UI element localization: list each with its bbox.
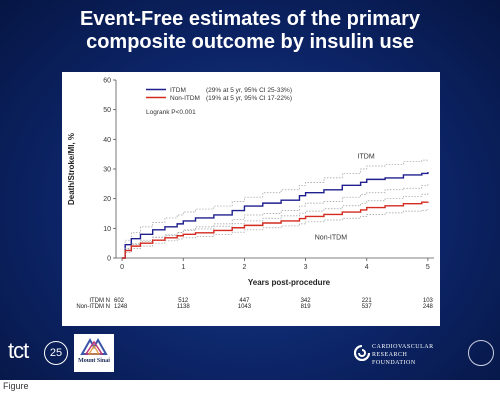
itdm-series-line	[122, 171, 429, 259]
risk-cell: 1043	[238, 304, 252, 310]
risk-cell: 602	[114, 298, 125, 304]
logrank-annotation: Logrank P<0.001	[146, 109, 196, 116]
x-tick-label: 5	[426, 264, 430, 271]
slide-title: Event-Free estimates of the primary comp…	[0, 8, 500, 54]
risk-cell: 221	[362, 298, 373, 304]
mount-sinai-label: Mount Sinai	[78, 358, 110, 364]
y-tick-label: 40	[103, 137, 111, 144]
y-tick-label: 30	[103, 167, 111, 174]
legend-label: Non-ITDM	[170, 95, 200, 102]
legend-detail: (19% at 5 yr, 95% CI 17-22%)	[206, 95, 292, 102]
non-itdm-curve-label: Non-ITDM	[315, 235, 347, 242]
crf-line-1: CARDIOVASCULAR	[372, 344, 434, 350]
non-itdm-ci-lower	[122, 209, 429, 259]
slide-title-line-2: composite outcome by insulin use	[86, 31, 414, 53]
x-tick-label: 4	[365, 264, 369, 271]
itdm-ci-lower	[122, 183, 429, 259]
y-tick-label: 20	[103, 196, 111, 203]
y-tick-label: 0	[107, 256, 111, 263]
x-tick-label: 3	[304, 264, 308, 271]
x-tick-label: 0	[120, 264, 124, 271]
legend-detail: (29% at 5 yr, 95% CI 25-33%)	[206, 87, 292, 94]
crf-line-2: RESEARCH	[372, 352, 408, 358]
figure-caption: Figure	[3, 381, 29, 391]
mount-sinai-mark-icon	[80, 337, 108, 355]
chart-panel: 0 10 20 30 40 50 60 0 1 2 3 4 5 Years post-procedure D…	[62, 72, 440, 326]
non-itdm-series-line	[122, 201, 429, 259]
risk-row-label: ITDM N	[89, 298, 110, 304]
legend-label: ITDM	[170, 87, 186, 94]
risk-cell: 103	[423, 298, 434, 304]
risk-cell: 447	[239, 298, 250, 304]
x-tick-label: 1	[181, 264, 185, 271]
y-tick-label: 50	[103, 107, 111, 114]
crf-line-3: FOUNDATION	[372, 360, 416, 366]
tct-logo-text: tct	[8, 338, 29, 363]
km-chart: 0 10 20 30 40 50 60 0 1 2 3 4 5 Years post-procedure D…	[67, 78, 434, 310]
y-tick-label: 10	[103, 226, 111, 233]
y-tick-label: 60	[103, 78, 111, 85]
x-tick-label: 2	[242, 264, 246, 271]
mount-sinai-logo: Mount Sinai	[74, 334, 114, 372]
risk-cell: 819	[301, 304, 312, 310]
crf-logo-text: CARDIOVASCULAR RESEARCH FOUNDATION	[372, 343, 462, 367]
itdm-ci-upper	[122, 159, 428, 259]
risk-row-label: Non-ITDM N	[76, 304, 110, 310]
itdm-curve-label: ITDM	[358, 154, 375, 161]
y-axis-label: Death/Stroke/MI, %	[67, 133, 76, 205]
tct-25-badge: 25	[44, 341, 68, 365]
crf-swirl-icon	[354, 345, 370, 361]
slide-background: Event-Free estimates of the primary comp…	[0, 0, 500, 380]
risk-cell: 512	[178, 298, 189, 304]
non-itdm-ci-upper	[122, 192, 429, 259]
risk-cell: 1138	[177, 304, 191, 310]
slide-title-line-1: Event-Free estimates of the primary	[79, 8, 421, 30]
risk-cell: 342	[301, 298, 312, 304]
risk-cell: 248	[423, 304, 434, 310]
x-axis-label: Years post-procedure	[248, 278, 331, 287]
risk-cell: 1248	[114, 304, 128, 310]
risk-cell: 537	[362, 304, 373, 310]
seal-icon	[468, 340, 494, 366]
